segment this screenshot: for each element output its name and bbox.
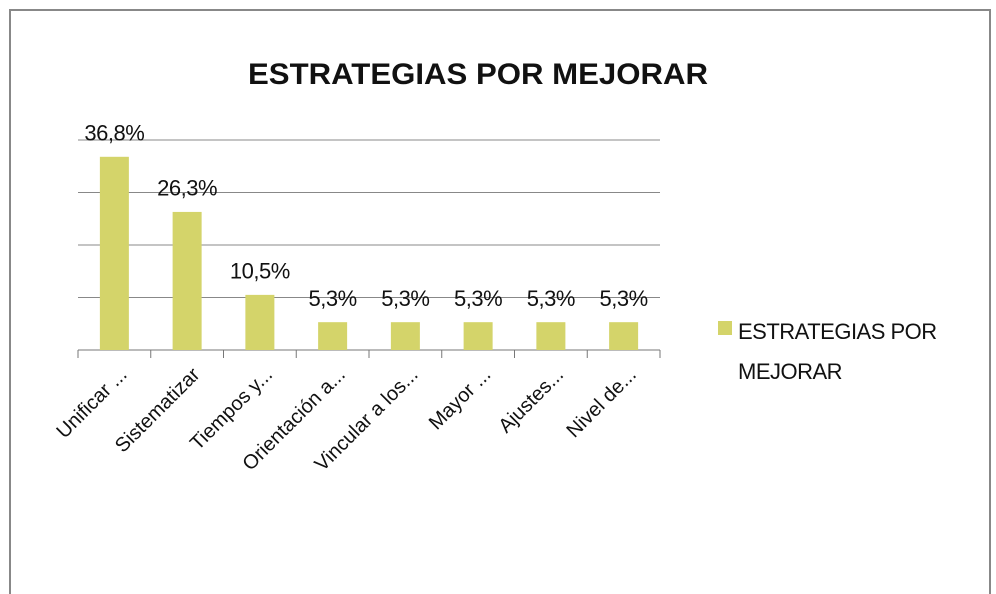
x-tick-label: Mayor ... [425,364,496,435]
data-label: 26,3% [157,176,217,201]
bar [609,322,639,350]
data-label: 5,3% [309,286,357,311]
data-label: 5,3% [600,286,648,311]
legend-label: ESTRATEGIAS POR MEJORAR [738,319,937,384]
x-tick-label: Nivel de... [562,364,640,442]
data-label: 5,3% [454,286,502,311]
data-label: 5,3% [527,286,575,311]
data-label: 36,8% [84,121,144,146]
bar [172,211,202,350]
data-label: 10,5% [230,259,290,284]
chart-title: ESTRATEGIAS POR MEJORAR [248,58,708,91]
bar [99,156,129,350]
bar [245,294,275,350]
legend-swatch [718,321,732,335]
bar [318,322,348,350]
x-tick-label: Unificar ... [52,364,131,443]
data-label: 5,3% [381,286,429,311]
x-tick-label: Ajustes... [494,364,568,438]
bar [390,322,420,350]
bar [463,322,493,350]
bar [536,322,566,350]
frame [9,9,991,594]
